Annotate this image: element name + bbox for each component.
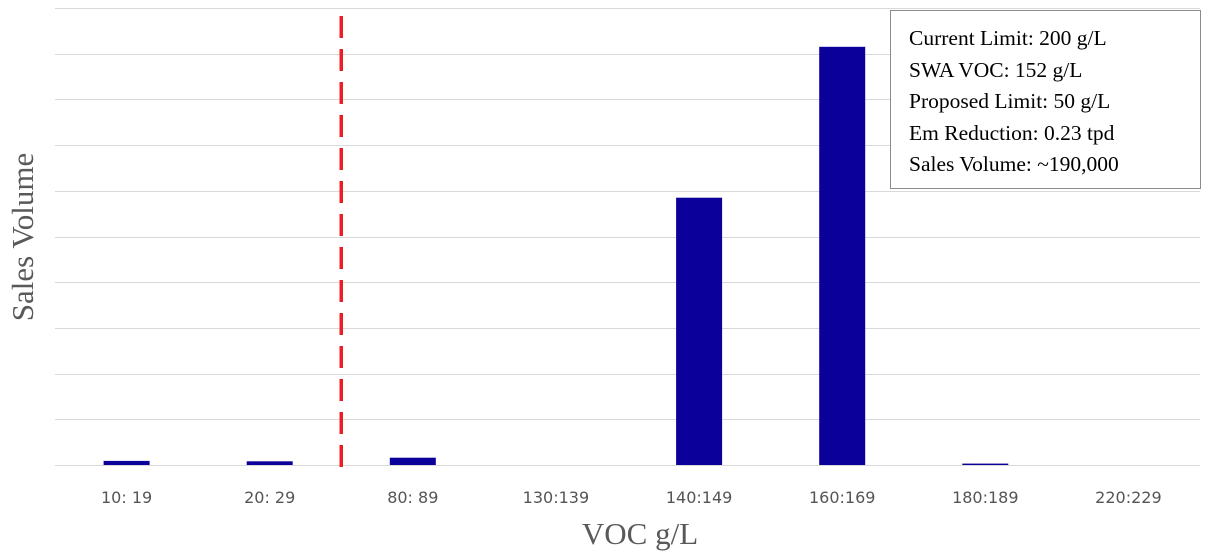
x-tick-labels: 10: 19 20: 29 80: 89 130:139 140:149 160:169 1… xyxy=(101,488,1162,507)
bar-140-149 xyxy=(676,197,723,465)
info-box: Current Limit: 200 g/L SWA VOC: 152 g/L … xyxy=(890,10,1201,189)
x-tick-label: 140:149 xyxy=(666,488,732,507)
x-axis-title: VOC g/L xyxy=(582,516,698,551)
x-tick-label: 130:139 xyxy=(523,488,589,507)
bar-160-169 xyxy=(819,46,866,466)
bar-10-19 xyxy=(103,460,150,465)
x-tick-label: 10: 19 xyxy=(101,488,152,507)
x-tick-label: 180:189 xyxy=(952,488,1018,507)
info-current-limit: Current Limit: 200 g/L xyxy=(909,26,1107,50)
y-axis-title: Sales Volume xyxy=(5,153,40,322)
x-tick-label: 220:229 xyxy=(1095,488,1161,507)
info-sales-volume: Sales Volume: ~190,000 xyxy=(909,152,1119,176)
x-tick-label: 160:169 xyxy=(809,488,875,507)
x-tick-label: 20: 29 xyxy=(244,488,295,507)
bar-20-29 xyxy=(246,461,293,465)
info-swa-voc: SWA VOC: 152 g/L xyxy=(909,57,1083,82)
info-proposed-limit: Proposed Limit: 50 g/L xyxy=(909,89,1111,113)
bar-180-189 xyxy=(962,463,1009,465)
info-em-reduction: Em Reduction: 0.23 tpd xyxy=(909,120,1115,145)
bars xyxy=(103,46,1009,466)
bar-80-89 xyxy=(389,457,436,465)
x-tick-label: 80: 89 xyxy=(387,488,438,507)
